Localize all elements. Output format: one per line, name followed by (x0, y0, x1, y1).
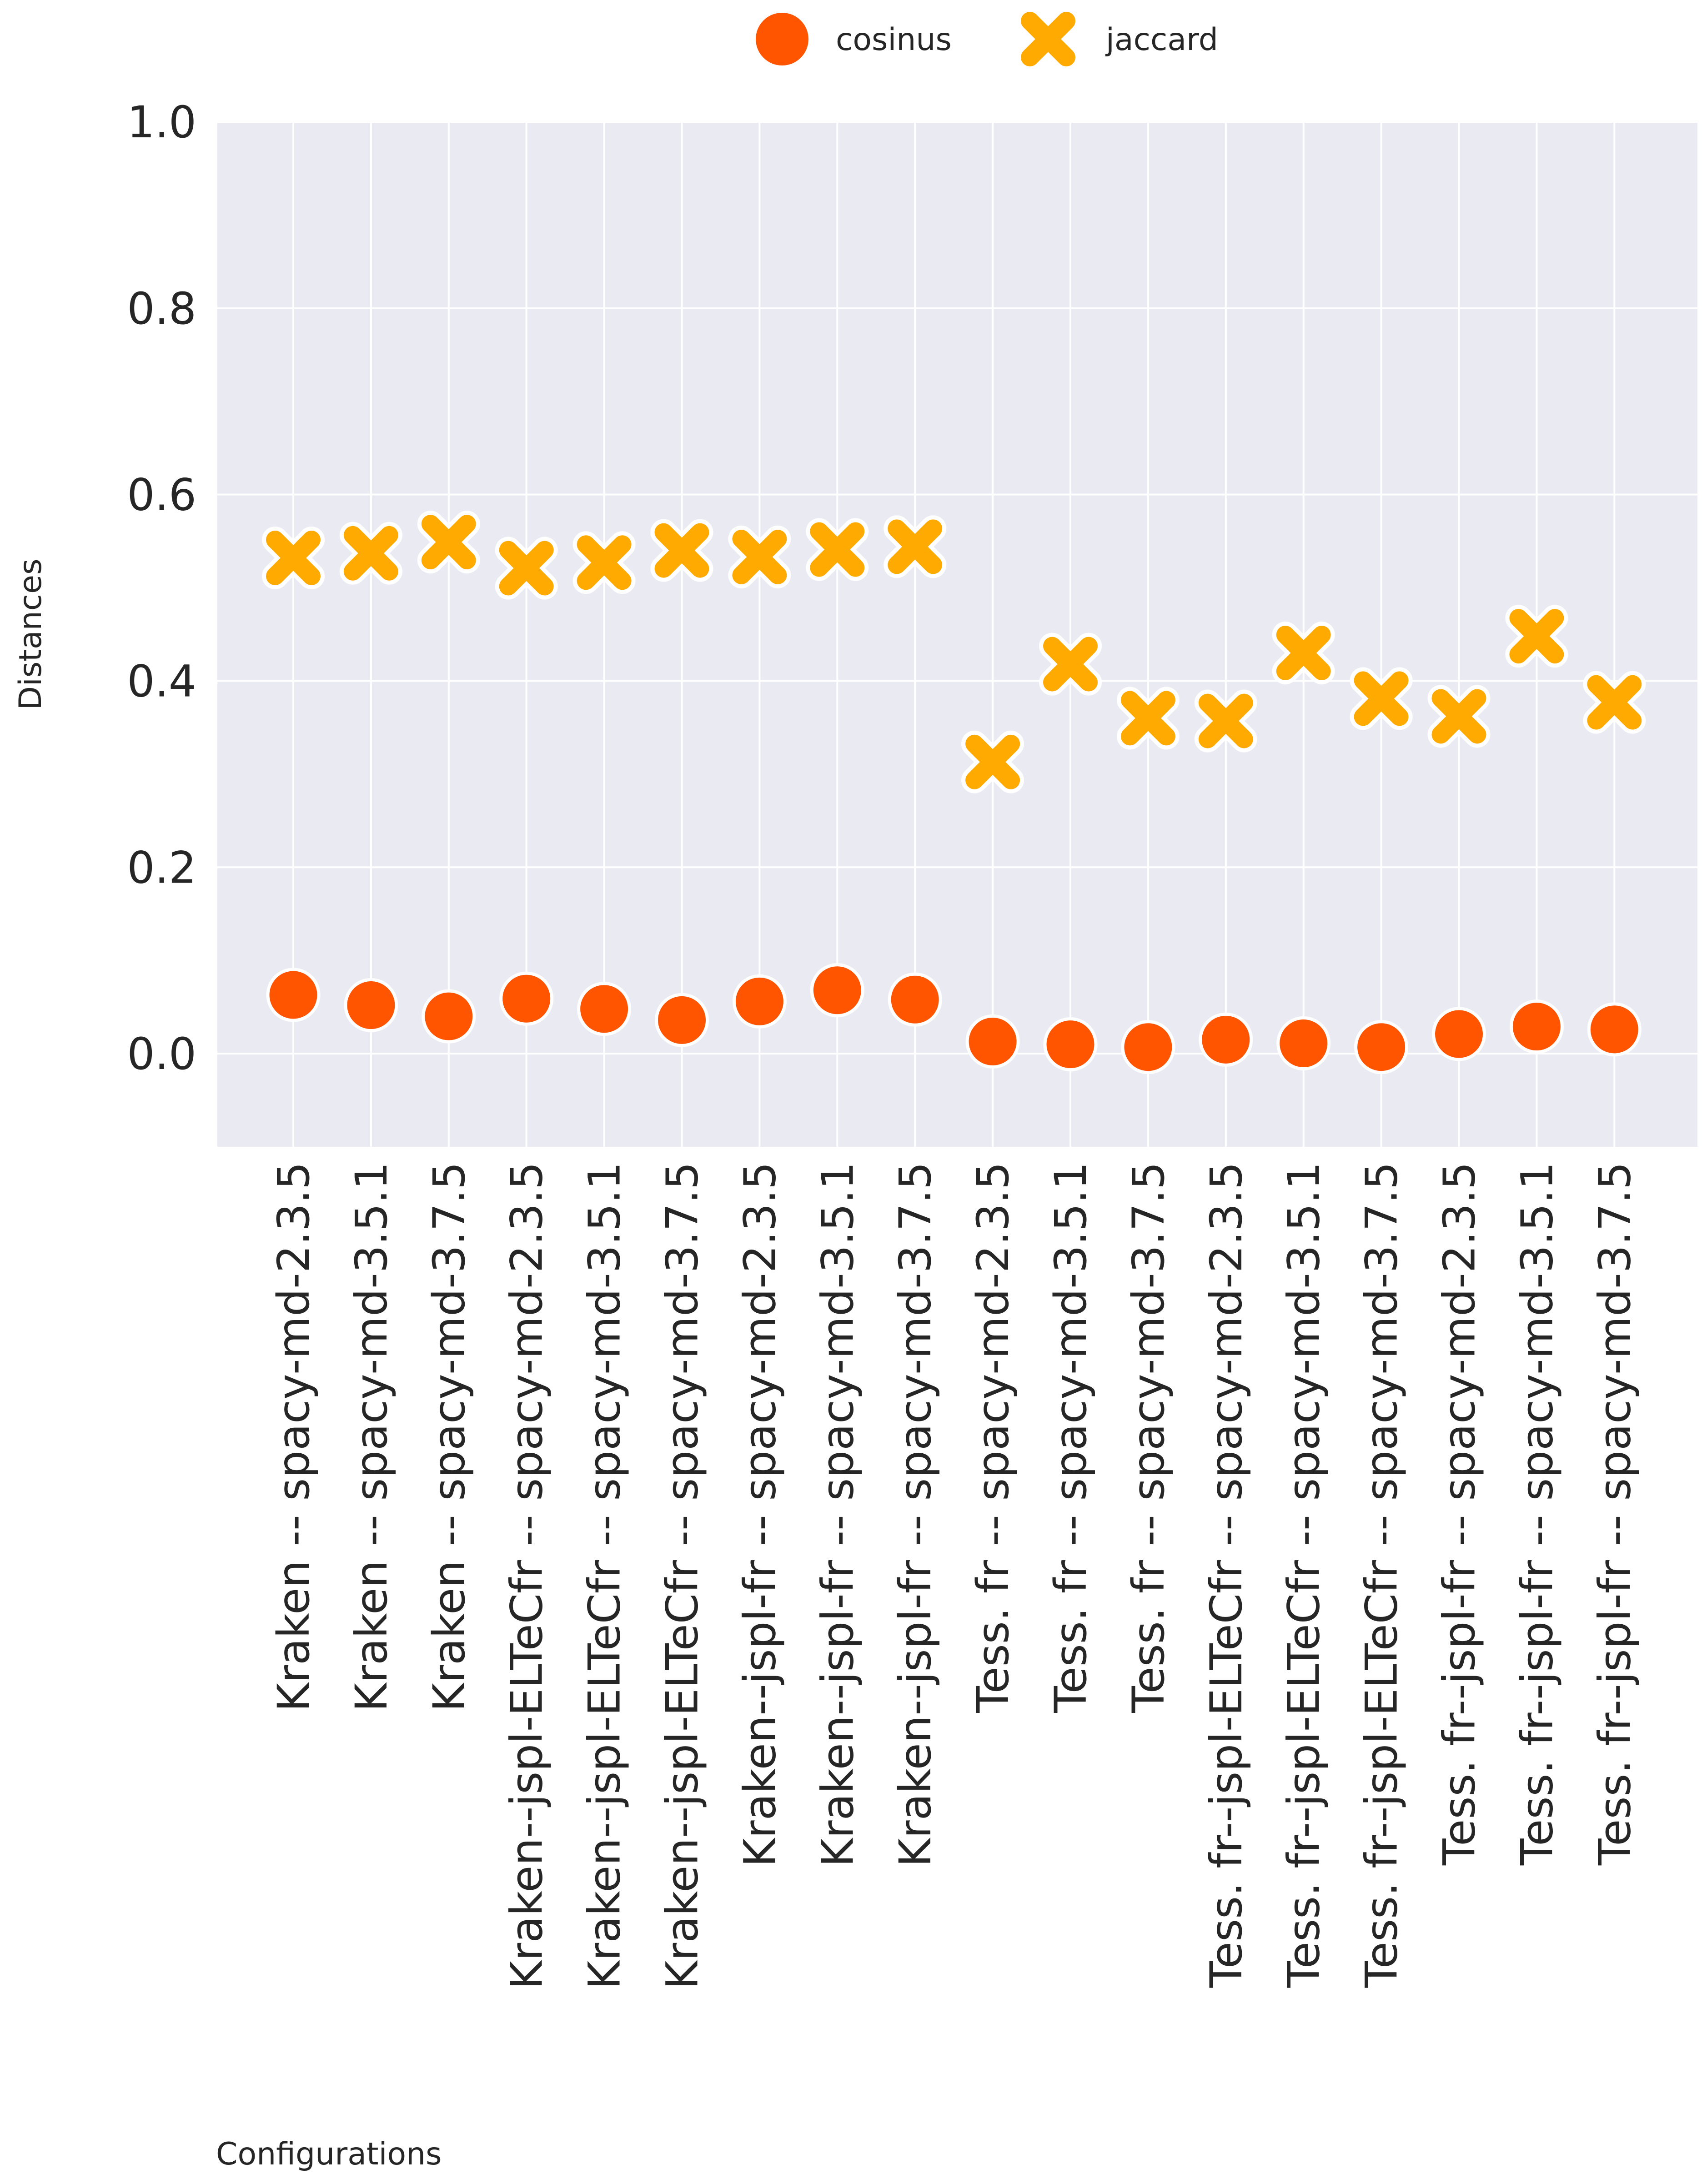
point-jaccard (1427, 685, 1491, 748)
point-jaccard (1350, 667, 1413, 730)
plot-background (217, 122, 1697, 1147)
point-cosinus (344, 978, 398, 1033)
x-tick-label: Kraken--jspl-ELTeCfr -- spacy-md-3.7.5 (657, 1162, 708, 1989)
point-cosinus (1509, 999, 1564, 1054)
point-cosinus (1199, 1012, 1253, 1067)
x-tick-label: Tess. fr--jspl-fr -- spacy-md-2.3.5 (1434, 1162, 1485, 1866)
x-axis-title: Configurations (216, 2136, 442, 2172)
x-tick-label: Tess. fr -- spacy-md-2.3.5 (968, 1162, 1019, 1713)
x-tick-label: Kraken--jspl-fr -- spacy-md-2.3.5 (734, 1162, 785, 1867)
point-jaccard (1116, 687, 1180, 750)
x-tick-label: Tess. fr--jspl-ELTeCfr -- spacy-md-3.5.1 (1279, 1162, 1330, 1988)
point-cosinus (499, 971, 554, 1026)
point-jaccard (961, 730, 1024, 793)
y-tick-label: 0.4 (127, 656, 196, 707)
point-jaccard (339, 522, 402, 585)
legend-marker-cosinus (756, 13, 808, 65)
legend: cosinus jaccard (756, 8, 1218, 70)
legend-label-jaccard: jaccard (1105, 22, 1218, 58)
x-tick-labels: Kraken -- spacy-md-2.3.5 Kraken -- spacy-… (268, 1162, 1640, 1989)
point-cosinus (810, 963, 864, 1018)
point-jaccard (1583, 671, 1646, 734)
grid-lines (217, 121, 1697, 1147)
data-points (262, 511, 1646, 1074)
point-cosinus (1432, 1007, 1486, 1061)
x-tick-label: Kraken -- spacy-md-3.7.5 (424, 1162, 475, 1712)
point-jaccard (1272, 621, 1335, 684)
x-tick-label: Kraken--jspl-ELTeCfr -- spacy-md-2.3.5 (502, 1162, 552, 1989)
x-tick-label: Kraken -- spacy-md-3.5.1 (346, 1162, 397, 1712)
x-tick-label: Tess. fr--jspl-fr -- spacy-md-3.7.5 (1589, 1162, 1640, 1866)
point-cosinus (422, 989, 476, 1044)
point-cosinus (1587, 1002, 1642, 1057)
x-tick-label: Tess. fr -- spacy-md-3.5.1 (1045, 1162, 1096, 1713)
x-tick-label: Tess. fr--jspl-ELTeCfr -- spacy-md-2.3.5 (1201, 1162, 1252, 1988)
point-cosinus (1354, 1020, 1409, 1074)
point-jaccard (1194, 689, 1257, 753)
y-tick-labels: 0.0 0.2 0.4 0.6 0.8 1.0 (127, 97, 196, 1079)
point-jaccard (806, 518, 869, 581)
point-cosinus (655, 993, 709, 1047)
x-tick-label: Tess. fr -- spacy-md-3.7.5 (1123, 1162, 1174, 1713)
legend-marker-jaccard (1017, 8, 1079, 70)
point-cosinus (1121, 1020, 1175, 1074)
point-jaccard (728, 525, 791, 588)
point-cosinus (965, 1014, 1020, 1069)
y-tick-label: 0.8 (127, 283, 196, 334)
point-cosinus (1276, 1016, 1331, 1071)
point-jaccard (572, 531, 636, 594)
point-cosinus (577, 982, 632, 1036)
y-tick-label: 0.0 (127, 1029, 196, 1079)
x-tick-label: Kraken--jspl-ELTeCfr -- spacy-md-3.5.1 (579, 1162, 630, 1989)
point-cosinus (1043, 1017, 1098, 1072)
y-tick-label: 0.2 (127, 842, 196, 893)
point-jaccard (884, 515, 947, 578)
x-tick-label: Kraken -- spacy-md-2.3.5 (268, 1162, 319, 1712)
point-jaccard (1505, 605, 1568, 668)
x-tick-label: Tess. fr--jspl-ELTeCfr -- spacy-md-3.7.5 (1356, 1162, 1407, 1988)
y-tick-label: 0.6 (127, 470, 196, 521)
point-jaccard (495, 537, 558, 600)
legend-label-cosinus: cosinus (836, 22, 952, 58)
point-jaccard (650, 519, 713, 582)
y-tick-label: 1.0 (127, 97, 196, 148)
point-cosinus (732, 974, 787, 1029)
point-cosinus (266, 968, 321, 1022)
point-jaccard (262, 526, 325, 589)
point-cosinus (888, 972, 942, 1027)
point-jaccard (1039, 633, 1102, 696)
x-tick-label: Kraken--jspl-fr -- spacy-md-3.5.1 (812, 1162, 863, 1867)
x-tick-label: Tess. fr--jspl-fr -- spacy-md-3.5.1 (1511, 1162, 1562, 1866)
point-jaccard (417, 511, 480, 574)
y-axis-title: Distances (13, 559, 49, 710)
x-tick-label: Kraken--jspl-fr -- spacy-md-3.7.5 (890, 1162, 941, 1867)
